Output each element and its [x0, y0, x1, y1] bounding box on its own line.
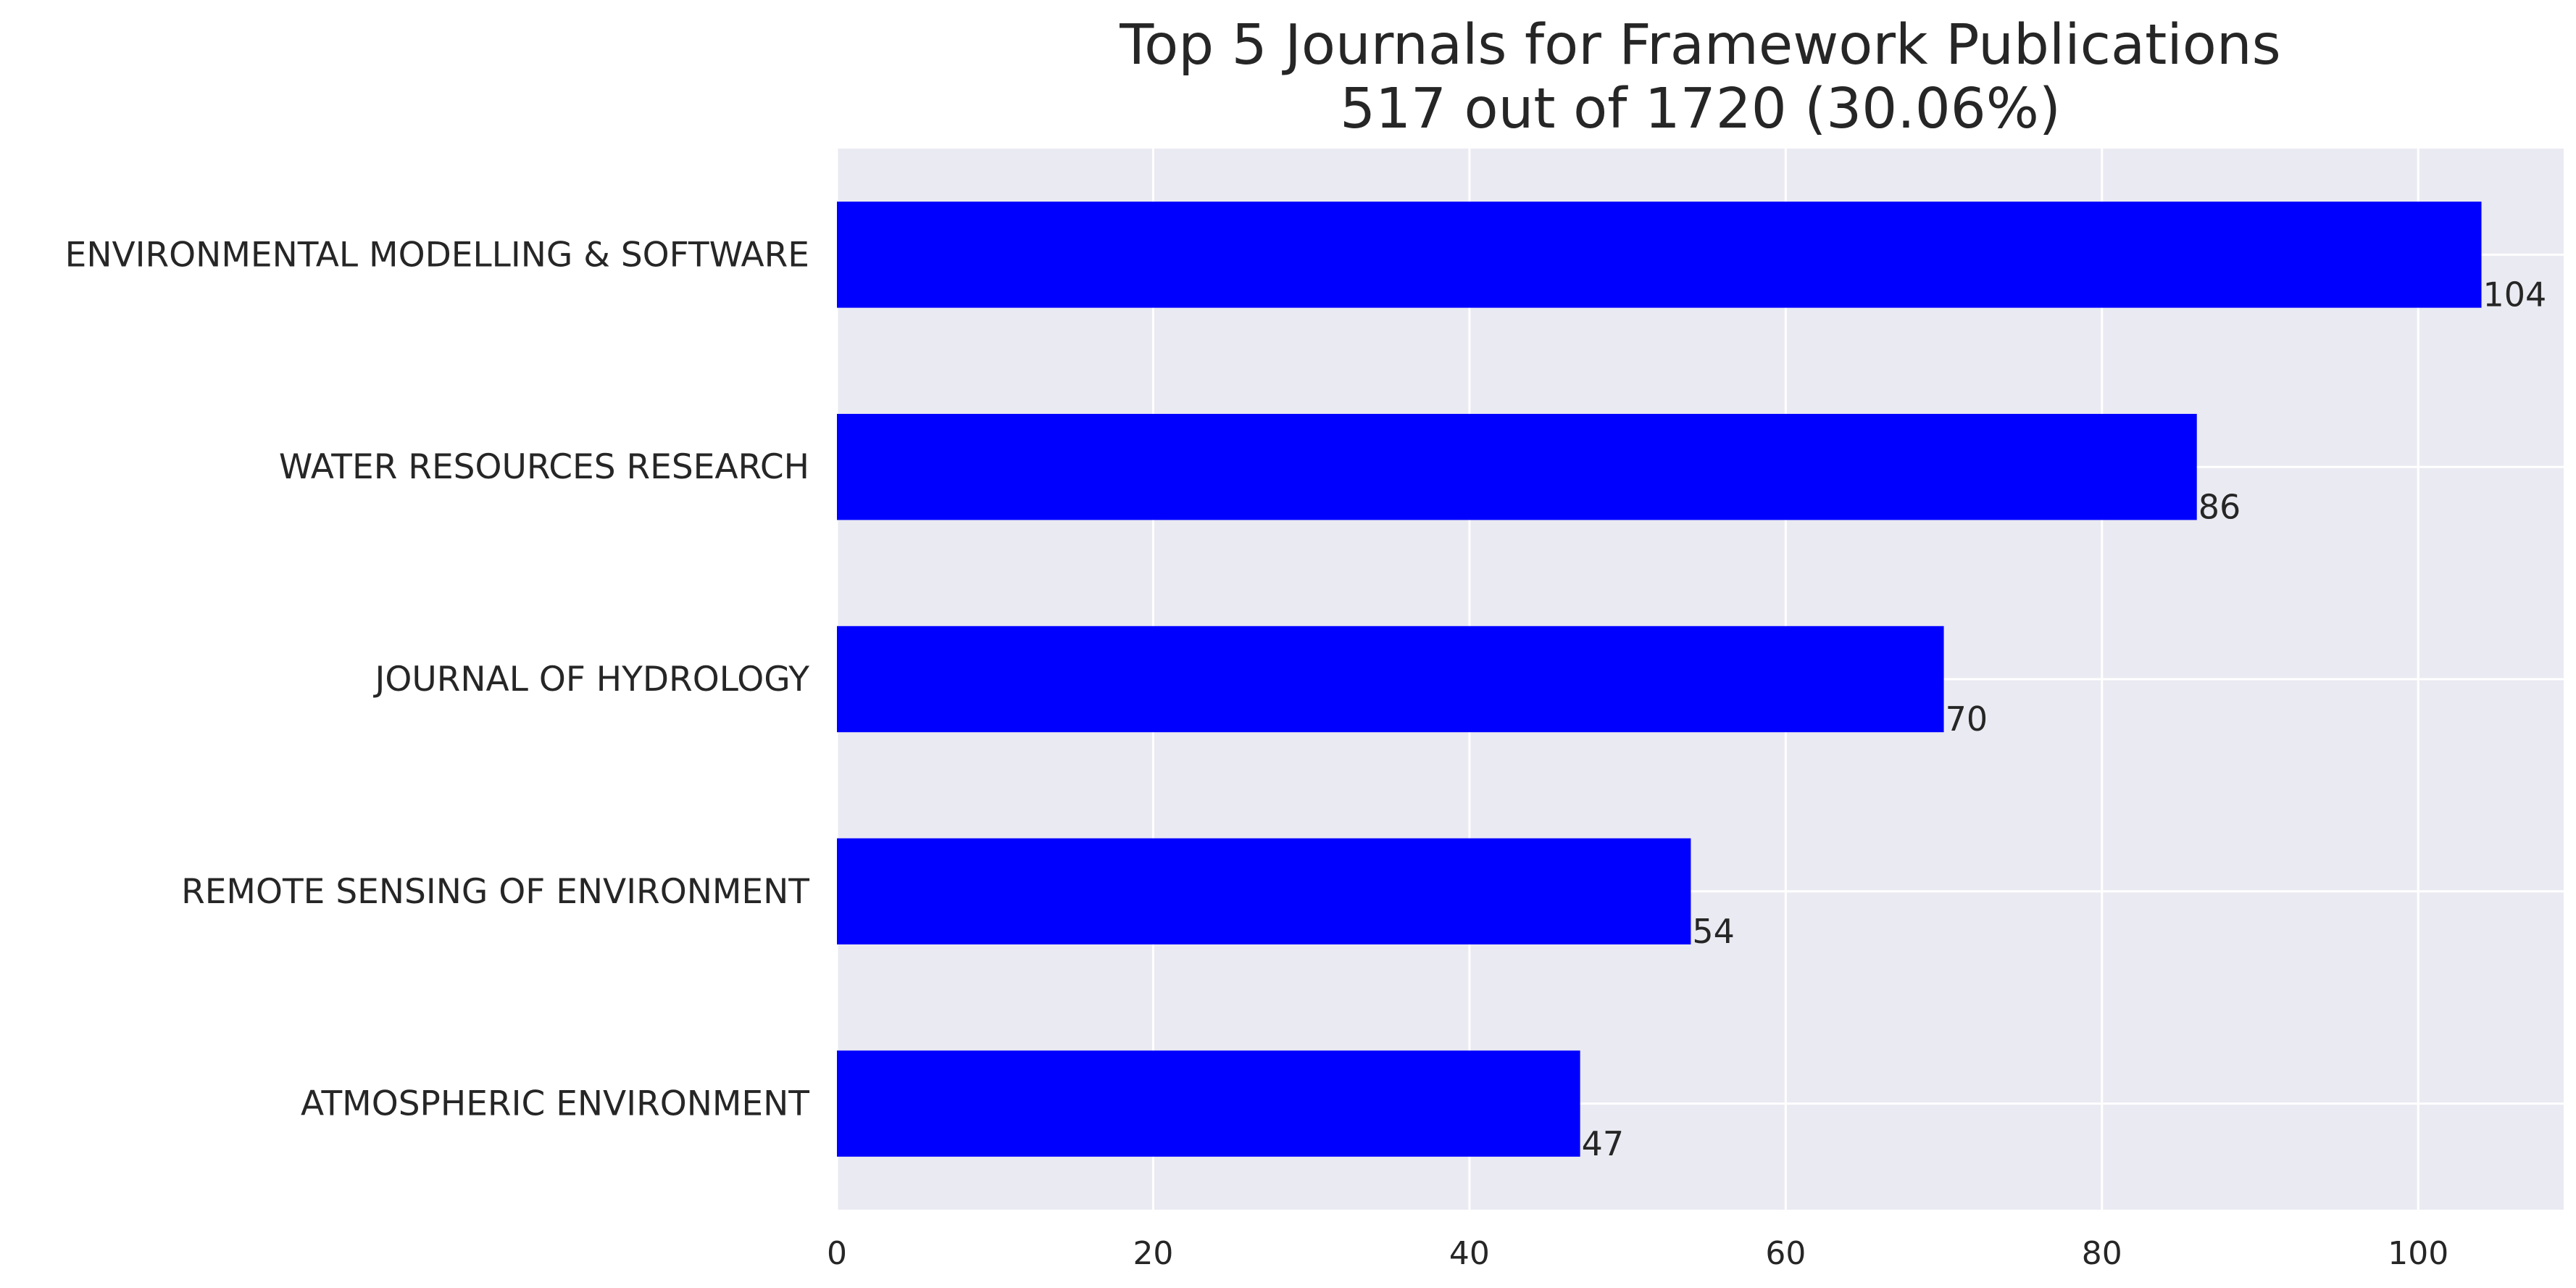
bar-value-label: 104 [2483, 275, 2547, 315]
bar-value-label: 54 [1692, 912, 1735, 951]
bar-value-label: 70 [1946, 699, 1988, 739]
y-tick-label: REMOTE SENSING OF ENVIRONMENT [181, 872, 809, 912]
y-tick-label: ATMOSPHERIC ENVIRONMENT [301, 1084, 809, 1124]
x-tick-label: 0 [827, 1235, 847, 1272]
bar-value-label: 86 [2198, 487, 2241, 526]
x-tick-label: 80 [2082, 1235, 2122, 1272]
x-axis-tick-labels: 0 20 40 60 80 100 [827, 1235, 2448, 1272]
x-tick-label: 40 [1449, 1235, 1490, 1272]
bar [837, 414, 2197, 520]
x-tick-label: 60 [1765, 1235, 1806, 1272]
chart-subtitle: 517 out of 1720 (30.06%) [1340, 77, 2061, 141]
bar [837, 201, 2482, 308]
bar [837, 626, 1944, 733]
x-tick-label: 20 [1133, 1235, 1173, 1272]
y-tick-label: WATER RESOURCES RESEARCH [279, 447, 809, 487]
y-tick-label: JOURNAL OF HYDROLOGY [372, 660, 809, 699]
x-tick-label: 100 [2388, 1235, 2448, 1272]
y-tick-label: ENVIRONMENTAL MODELLING & SOFTWARE [65, 235, 809, 275]
bar-value-label: 47 [1582, 1124, 1625, 1163]
bar-value-labels: 104 86 70 54 47 [1582, 275, 2547, 1163]
bars [837, 201, 2482, 1157]
bar [837, 1050, 1580, 1157]
chart-title: Top 5 Journals for Framework Publication… [1119, 13, 2281, 78]
y-axis-tick-labels: ENVIRONMENTAL MODELLING & SOFTWARE WATER … [65, 235, 810, 1123]
bar [837, 838, 1691, 944]
